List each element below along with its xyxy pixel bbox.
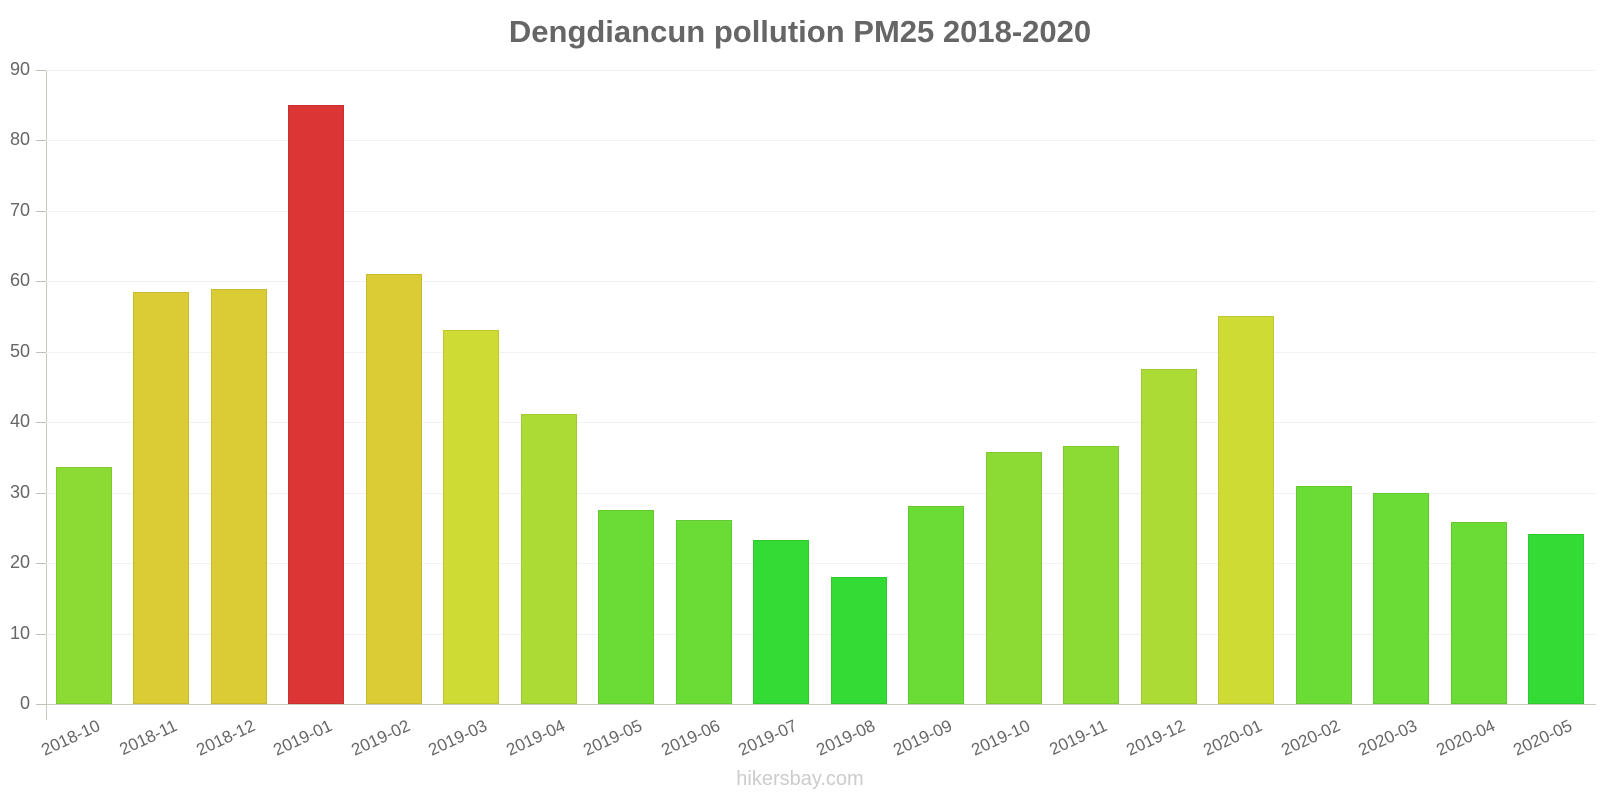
y-tick-mark xyxy=(36,633,46,635)
x-tick-label: 2018-11 xyxy=(116,716,181,760)
bar-2019-05[interactable] xyxy=(598,510,655,704)
x-tick-label: 2019-11 xyxy=(1046,716,1111,760)
y-tick-mark xyxy=(36,281,46,283)
x-tick-label: 2020-03 xyxy=(1355,716,1421,760)
x-tick-label: 2019-01 xyxy=(270,716,336,760)
bar-2019-02[interactable] xyxy=(365,274,422,704)
x-tick-label: 2019-10 xyxy=(968,716,1033,760)
x-tick-label: 2018-12 xyxy=(193,716,258,760)
x-tick-label: 2019-12 xyxy=(1123,716,1188,760)
y-tick-label: 20 xyxy=(9,552,30,573)
bar-2019-06[interactable] xyxy=(675,520,732,704)
x-tick-label: 2019-06 xyxy=(658,716,723,760)
bar-2019-12[interactable] xyxy=(1140,368,1197,704)
y-tick-label: 70 xyxy=(9,199,30,220)
y-tick-label: 90 xyxy=(9,59,30,79)
y-tick-label: 10 xyxy=(9,622,30,643)
x-tick-label: 2020-04 xyxy=(1433,716,1498,760)
watermark: hikersbay.com xyxy=(736,768,864,790)
gridline xyxy=(46,351,1596,353)
bar-2018-11[interactable] xyxy=(133,291,190,704)
y-tick-mark xyxy=(36,210,46,212)
gridline xyxy=(46,492,1596,494)
bar-2019-03[interactable] xyxy=(443,329,500,704)
bar-2019-04[interactable] xyxy=(520,413,577,704)
y-tick-label: 30 xyxy=(9,481,30,502)
y-tick-mark xyxy=(36,422,46,424)
x-tick-label: 2018-10 xyxy=(38,716,103,760)
gridline xyxy=(46,422,1596,424)
gridline xyxy=(46,563,1596,565)
y-tick-mark xyxy=(36,70,46,71)
bar-2020-04[interactable] xyxy=(1450,522,1507,704)
y-tick-mark xyxy=(36,563,46,565)
y-tick-label: 40 xyxy=(9,411,30,432)
x-tick-label: 2019-03 xyxy=(425,716,491,760)
bar-2019-09[interactable] xyxy=(908,506,965,704)
y-tick-label: 50 xyxy=(9,340,30,361)
bar-2019-11[interactable] xyxy=(1063,446,1120,704)
bar-2019-07[interactable] xyxy=(753,539,810,704)
chart-title: Dengdiancun pollution PM25 2018-2020 xyxy=(508,14,1092,49)
bar-2018-10[interactable] xyxy=(55,466,112,704)
x-tick-label: 2019-05 xyxy=(580,716,646,760)
y-tick-mark xyxy=(36,351,46,353)
x-tick-label: 2019-02 xyxy=(348,716,413,760)
x-tick-label: 2019-09 xyxy=(890,716,956,760)
x-tick-label: 2020-02 xyxy=(1278,716,1343,760)
x-tick-label: 2019-07 xyxy=(735,716,801,760)
bar-2018-12[interactable] xyxy=(210,289,267,704)
bar-2020-02[interactable] xyxy=(1295,485,1352,704)
bar-2019-01[interactable] xyxy=(288,105,345,704)
plot-area: 0 10 20 30 40 50 60 70 80 90 2018-10 2018-11 2018-12… xyxy=(10,59,1596,760)
gridline xyxy=(46,140,1596,142)
bar-2020-03[interactable] xyxy=(1373,493,1430,704)
x-axis xyxy=(46,704,1596,705)
bar-2019-08[interactable] xyxy=(830,577,887,704)
bar-2020-01[interactable] xyxy=(1218,315,1275,704)
gridline xyxy=(46,70,1596,71)
y-tick-mark xyxy=(36,704,46,705)
bar-2020-05[interactable] xyxy=(1528,533,1585,704)
gridline xyxy=(46,281,1596,283)
gridline xyxy=(46,633,1596,635)
bar-2019-10[interactable] xyxy=(985,451,1042,704)
x-tick-label: 2020-05 xyxy=(1510,716,1576,760)
gridline xyxy=(46,210,1596,212)
y-tick-mark xyxy=(36,140,46,142)
x-tick-label: 2020-01 xyxy=(1200,716,1266,760)
x-tick-label: 2019-08 xyxy=(813,716,878,760)
y-axis xyxy=(46,70,47,720)
x-tick-label: 2019-04 xyxy=(503,716,568,760)
y-tick-label: 0 xyxy=(19,693,30,713)
y-tick-mark xyxy=(36,492,46,494)
y-tick-label: 80 xyxy=(9,129,30,150)
y-tick-label: 60 xyxy=(9,270,30,291)
